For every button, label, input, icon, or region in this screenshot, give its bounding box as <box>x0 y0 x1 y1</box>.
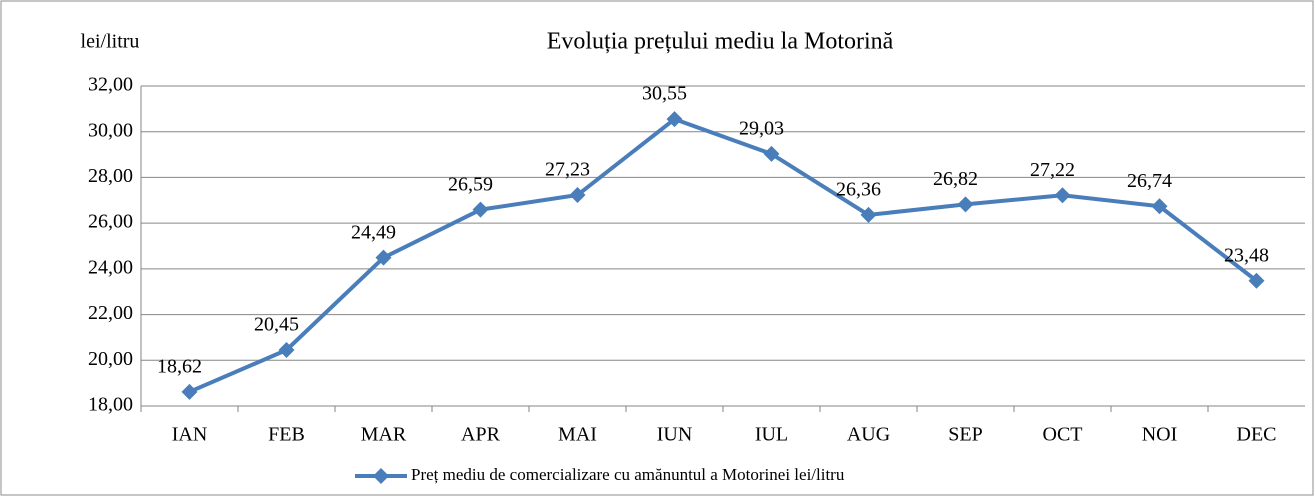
data-point <box>666 111 683 128</box>
y-tick-label: 22,00 <box>88 302 133 324</box>
data-label: 29,03 <box>739 117 784 139</box>
chart-title: Evoluția prețului mediu la Motorină <box>547 29 894 55</box>
x-tick-label: AUG <box>847 424 890 446</box>
x-tick-label: FEB <box>268 424 305 446</box>
data-label: 24,49 <box>351 221 396 243</box>
x-tick-label: SEP <box>948 424 982 446</box>
series-line <box>188 117 1258 394</box>
x-tick-label: IAN <box>172 424 208 446</box>
x-tick-label: NOI <box>1142 424 1178 446</box>
y-tick-label: 24,00 <box>88 256 133 278</box>
data-label: 18,62 <box>157 355 202 377</box>
legend-label: Preț mediu de comercializare cu amănuntu… <box>411 465 845 484</box>
y-tick-label: 18,00 <box>88 394 133 416</box>
data-label: 23,48 <box>1224 244 1269 266</box>
data-label: 20,45 <box>254 314 299 336</box>
y-tick-label: 28,00 <box>88 165 133 187</box>
x-tick-label: MAI <box>558 424 597 446</box>
data-label: 30,55 <box>642 83 687 105</box>
data-point <box>1054 187 1071 204</box>
data-point <box>472 201 489 218</box>
data-label: 27,23 <box>545 159 590 181</box>
data-label: 26,36 <box>836 179 881 201</box>
y-tick-label: 32,00 <box>88 74 133 96</box>
data-label: 26,59 <box>448 173 493 195</box>
x-tick-label: OCT <box>1043 424 1083 446</box>
data-point <box>957 196 974 213</box>
y-axis-label: lei/litru <box>81 31 140 53</box>
data-label: 26,82 <box>933 168 978 190</box>
legend-marker <box>373 468 389 484</box>
x-tick-label: DEC <box>1237 424 1277 446</box>
data-point <box>1248 272 1265 289</box>
x-tick-label: MAR <box>361 424 407 446</box>
data-label: 27,22 <box>1030 159 1075 181</box>
data-point <box>375 249 392 266</box>
y-tick-label: 20,00 <box>88 348 133 370</box>
data-label: 26,74 <box>1127 170 1172 192</box>
x-tick-label: IUN <box>657 424 693 446</box>
data-point <box>569 187 586 204</box>
data-point <box>1151 198 1168 215</box>
data-point <box>763 145 780 162</box>
x-tick-label: APR <box>461 424 501 446</box>
y-tick-label: 30,00 <box>88 119 133 141</box>
y-tick-label: 26,00 <box>88 211 133 233</box>
data-point <box>860 206 877 223</box>
data-point <box>181 383 198 400</box>
data-point <box>278 342 295 358</box>
x-tick-label: IUL <box>755 424 788 446</box>
